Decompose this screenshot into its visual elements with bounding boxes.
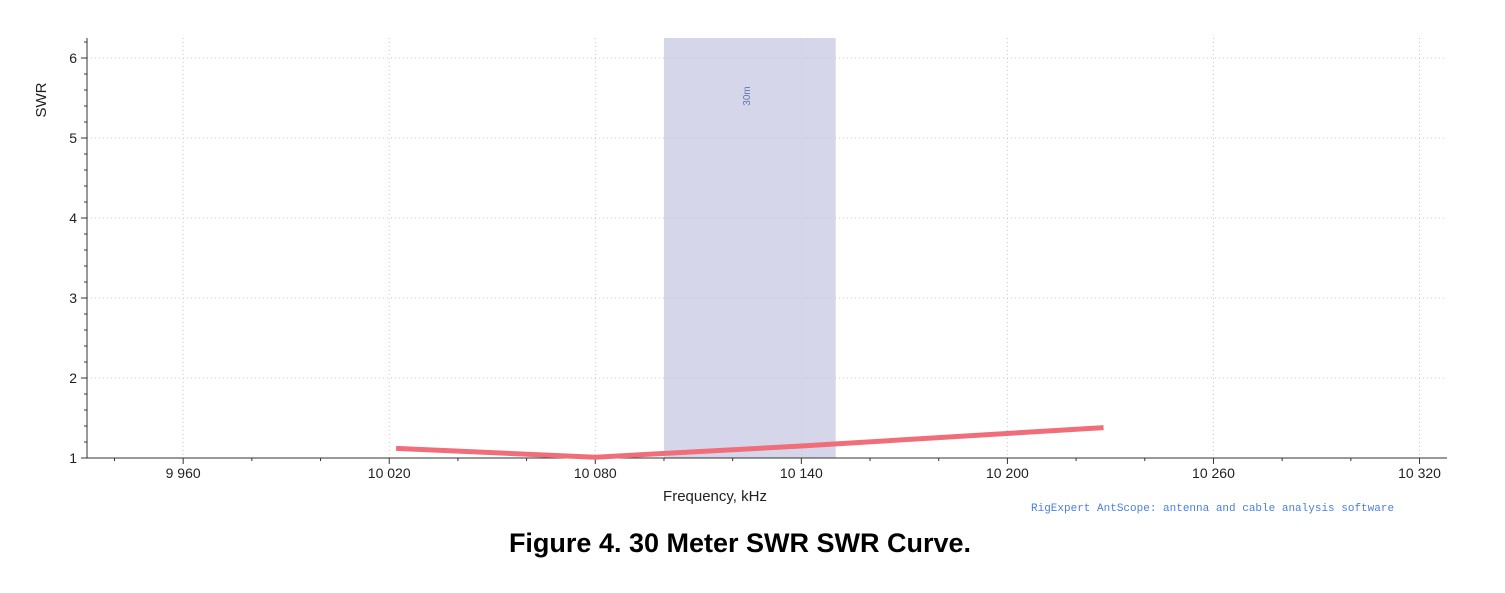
- x-tick-label-0: 9 960: [166, 465, 201, 481]
- y-tick-label-2: 3: [69, 290, 77, 306]
- labels-layer: 9 960 10 020 10 080 10 140 10 200 10 260 10 32…: [69, 50, 1441, 481]
- y-tick-label-4: 5: [69, 130, 77, 146]
- x-axis-title: Frequency, kHz: [663, 488, 767, 505]
- axes-layer: [81, 38, 1447, 464]
- software-credit: RigExpert AntScope: antenna and cable an…: [1031, 503, 1395, 515]
- x-tick-label-6: 10 320: [1398, 465, 1441, 481]
- y-axis-title: SWR: [33, 82, 50, 117]
- y-tick-label-0: 1: [69, 450, 77, 466]
- x-tick-label-3: 10 140: [780, 465, 823, 481]
- band-label-0: 30m: [742, 86, 753, 105]
- swr-chart: 30m 9 960 10 020 10 080 10 140 10 200 10 260 1…: [33, 38, 1447, 505]
- series-layer: [395, 425, 1104, 460]
- band-0: [663, 38, 836, 458]
- swr-curve-0: [395, 425, 1104, 460]
- y-tick-label-3: 4: [69, 210, 77, 226]
- y-tick-label-5: 6: [69, 50, 77, 66]
- grid-layer: [87, 38, 1447, 458]
- x-tick-label-4: 10 200: [986, 465, 1029, 481]
- x-tick-label-1: 10 020: [368, 465, 411, 481]
- x-tick-label-2: 10 080: [574, 465, 617, 481]
- x-tick-label-5: 10 260: [1192, 465, 1235, 481]
- bands-layer: 30m: [663, 38, 836, 458]
- y-tick-label-1: 2: [69, 370, 77, 386]
- figure-caption: Figure 4. 30 Meter SWR SWR Curve.: [508, 528, 972, 558]
